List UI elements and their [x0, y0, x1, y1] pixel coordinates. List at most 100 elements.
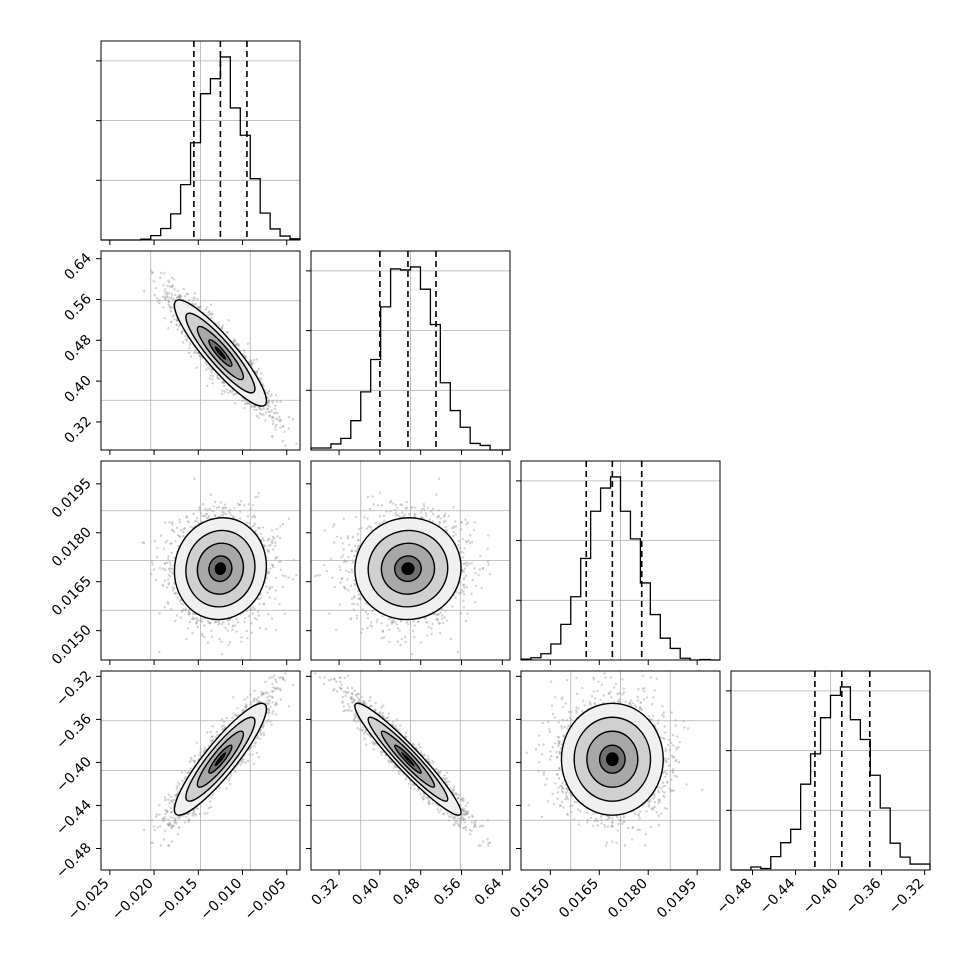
- sample-point: [269, 586, 271, 588]
- sample-point: [229, 390, 231, 392]
- sample-point: [252, 525, 254, 527]
- sample-point: [192, 513, 194, 515]
- sample-point: [247, 515, 249, 517]
- sample-point: [177, 534, 179, 536]
- sample-point: [276, 528, 278, 530]
- sample-point: [268, 400, 270, 402]
- sample-point: [271, 400, 273, 402]
- sample-point: [196, 367, 198, 369]
- sample-point: [221, 653, 223, 655]
- sample-point: [243, 407, 245, 409]
- sample-point: [170, 608, 172, 610]
- sample-point: [267, 613, 269, 615]
- sample-point: [251, 516, 253, 518]
- sample-point: [193, 352, 195, 354]
- sample-point: [260, 373, 262, 375]
- sample-point: [274, 541, 276, 543]
- sample-point: [230, 514, 232, 516]
- sample-point: [164, 317, 166, 319]
- sample-point: [186, 515, 188, 517]
- sample-point: [221, 326, 223, 328]
- sample-point: [205, 513, 207, 515]
- sample-point: [275, 589, 277, 591]
- sample-point: [179, 536, 181, 538]
- sample-point: [167, 603, 169, 605]
- sample-point: [188, 347, 190, 349]
- sample-point: [184, 295, 186, 297]
- sample-point: [175, 540, 177, 542]
- sample-point: [162, 284, 164, 286]
- sample-point: [252, 613, 254, 615]
- sample-point: [210, 313, 212, 315]
- sample-point: [181, 330, 183, 332]
- sample-point: [248, 522, 250, 524]
- sample-point: [167, 296, 169, 298]
- sample-point: [170, 321, 172, 323]
- sample-point: [282, 523, 284, 525]
- sample-point: [155, 287, 157, 289]
- sample-point: [174, 592, 176, 594]
- sample-point: [164, 541, 166, 543]
- sample-point: [269, 415, 271, 417]
- sample-point: [275, 556, 277, 558]
- sample-point: [274, 545, 276, 547]
- sample-point: [167, 285, 169, 287]
- sample-point: [257, 611, 259, 613]
- sample-point: [263, 540, 265, 542]
- sample-point: [199, 619, 201, 621]
- sample-point: [155, 579, 157, 581]
- sample-point: [272, 416, 274, 418]
- sample-point: [159, 277, 161, 279]
- sample-point: [173, 278, 175, 280]
- sample-point: [246, 630, 248, 632]
- sample-point: [171, 315, 173, 317]
- sample-point: [224, 627, 226, 629]
- sample-point: [162, 306, 164, 308]
- y-tick-label: 0.40: [61, 373, 94, 406]
- y-tick-label: 0.32: [61, 413, 94, 446]
- sample-point: [173, 288, 175, 290]
- sample-point: [236, 630, 238, 632]
- sample-point: [205, 369, 207, 371]
- sample-point: [171, 523, 173, 525]
- sample-point: [171, 293, 173, 295]
- sample-point: [163, 272, 165, 274]
- sample-point: [203, 636, 205, 638]
- sample-point: [251, 363, 253, 365]
- sample-point: [226, 388, 228, 390]
- sample-point: [288, 416, 290, 418]
- sample-point: [164, 521, 166, 523]
- sample-point: [182, 531, 184, 533]
- sample-point: [150, 573, 152, 575]
- sample-point: [169, 561, 171, 563]
- sample-point: [274, 598, 276, 600]
- sample-point: [168, 303, 170, 305]
- sample-point: [151, 272, 153, 274]
- sample-point: [271, 529, 273, 531]
- sample-point: [249, 608, 251, 610]
- sample-point: [174, 620, 176, 622]
- sample-point: [279, 537, 281, 539]
- sample-point: [227, 331, 229, 333]
- sample-point: [271, 586, 273, 588]
- sample-point: [212, 375, 214, 377]
- y-tick-label: 0.64: [61, 250, 94, 283]
- sample-point: [269, 596, 271, 598]
- sample-point: [209, 622, 211, 624]
- sample-point: [193, 292, 195, 294]
- sample-point: [168, 281, 170, 283]
- sample-point: [164, 298, 166, 300]
- sample-point: [295, 442, 297, 444]
- sample-point: [275, 577, 277, 579]
- sample-point: [188, 352, 190, 354]
- sample-point: [282, 440, 284, 442]
- sample-point: [272, 566, 274, 568]
- sample-point: [282, 586, 284, 588]
- sample-point: [179, 521, 181, 523]
- sample-point: [206, 385, 208, 387]
- sample-point: [189, 525, 191, 527]
- sample-point: [177, 328, 179, 330]
- sample-point: [164, 291, 166, 293]
- sample-point: [152, 563, 154, 565]
- sample-point: [212, 382, 214, 384]
